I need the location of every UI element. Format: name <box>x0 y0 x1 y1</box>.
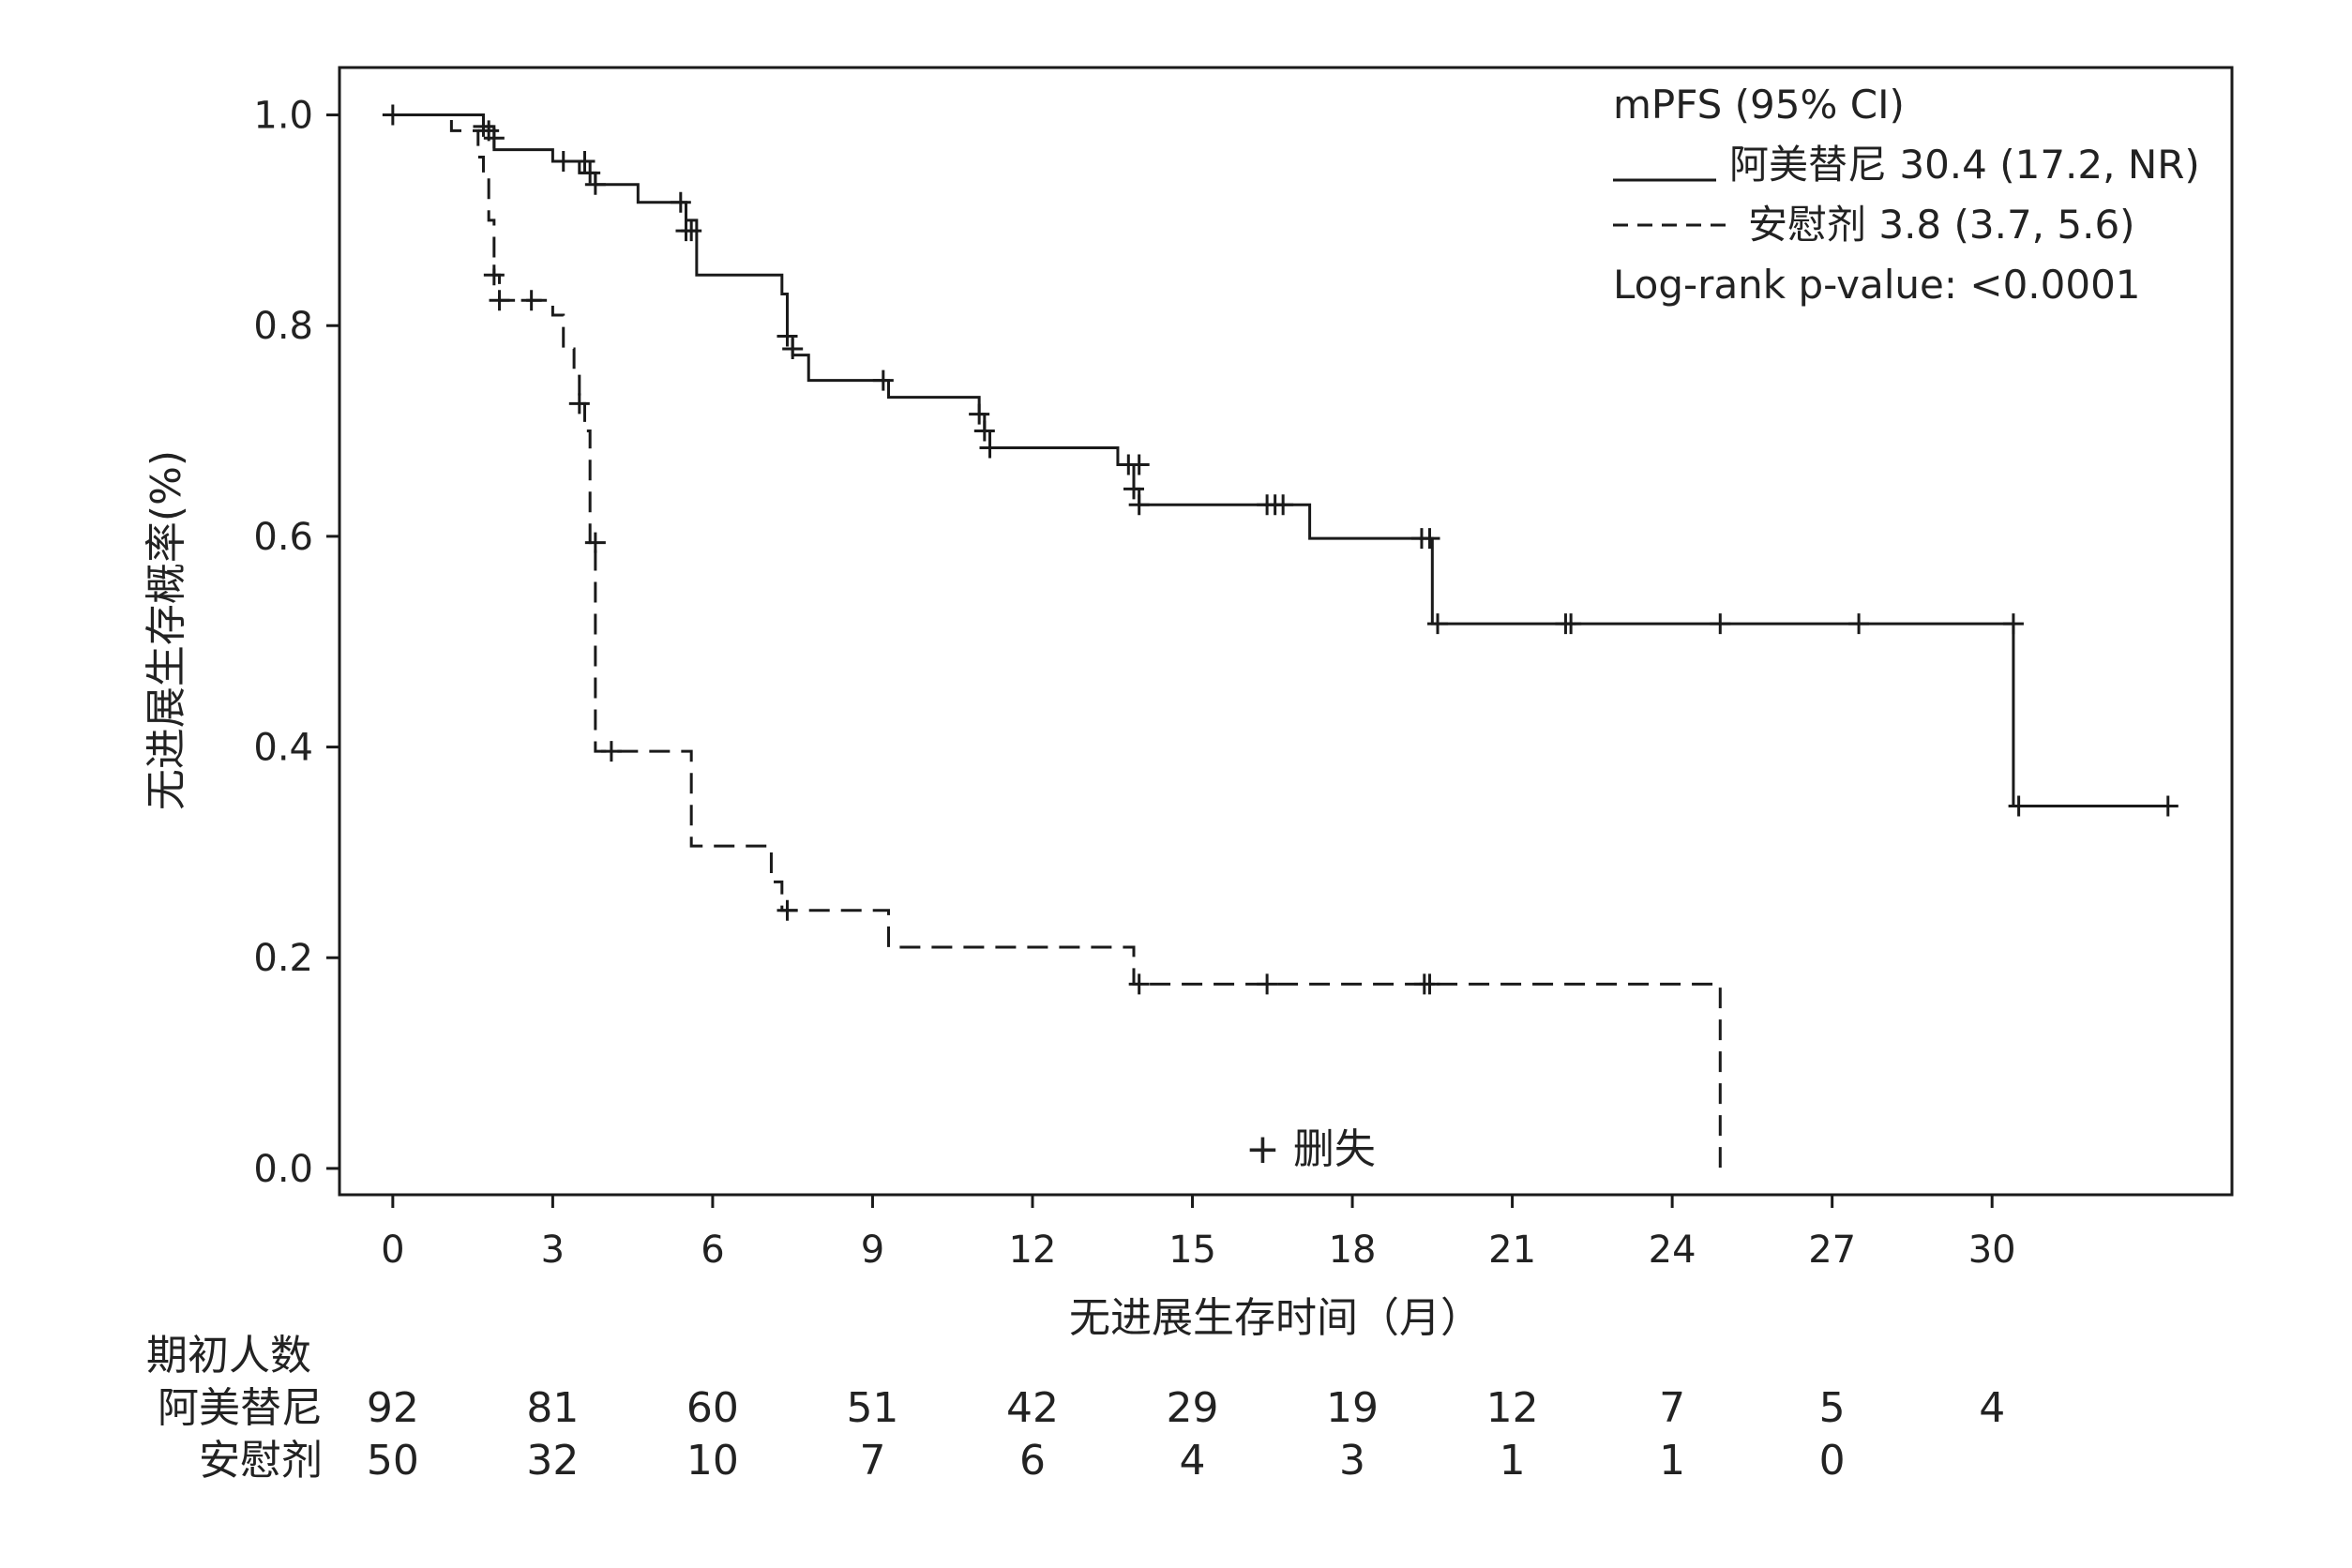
risk-count: 7 <box>1659 1384 1685 1432</box>
risk-count: 60 <box>686 1384 739 1432</box>
risk-count: 1 <box>1659 1437 1685 1485</box>
censor-mark <box>1427 613 1449 635</box>
censor-mark <box>1273 494 1294 516</box>
y-axis-title: 无进展生存概率(%) <box>143 450 190 810</box>
censor-mark <box>520 290 542 311</box>
censor-mark <box>872 369 894 391</box>
x-tick-label: 6 <box>701 1229 724 1272</box>
x-tick-label: 21 <box>1488 1229 1536 1272</box>
censor-mark <box>552 150 574 172</box>
legend-stat: Log-rank p-value: <0.0001 <box>1613 262 2141 308</box>
legend: mPFS (95% CI) 阿美替尼 30.4 (17.2, NR) 安慰剂 3… <box>1613 82 2200 308</box>
censor-mark <box>600 741 622 762</box>
risk-count: 0 <box>1819 1437 1846 1485</box>
risk-count: 81 <box>526 1384 579 1432</box>
y-axis: 0.0 0.2 0.4 0.6 0.8 1.0 <box>253 95 339 1191</box>
legend-series-2: 安慰剂 3.8 (3.7, 5.6) <box>1748 202 2135 248</box>
censor-mark <box>1123 478 1144 500</box>
censor-mark <box>670 191 691 213</box>
risk-count: 10 <box>686 1437 739 1485</box>
x-tick-label: 9 <box>861 1229 884 1272</box>
x-axis: 0 3 6 9 12 15 18 21 24 27 30 <box>381 1195 2016 1272</box>
y-tick-label: 1.0 <box>253 95 313 138</box>
x-tick-label: 3 <box>541 1229 565 1272</box>
censor-mark <box>574 150 596 172</box>
x-tick-label: 15 <box>1168 1229 1216 1272</box>
risk-count: 92 <box>367 1384 419 1432</box>
censor-mark <box>1419 973 1440 995</box>
risk-count: 19 <box>1326 1384 1379 1432</box>
risk-count: 12 <box>1486 1384 1539 1432</box>
x-tick-label: 12 <box>1009 1229 1057 1272</box>
censor-mark <box>681 220 702 242</box>
censor-mark <box>1848 613 1870 635</box>
risk-table: 期初人数 阿美替尼 安慰剂 92 81 60 51 42 29 19 12 7 5 4 50 32 10… <box>146 1332 2005 1485</box>
censor-mark <box>568 393 590 415</box>
risk-count: 42 <box>1006 1384 1059 1432</box>
risk-count: 32 <box>526 1437 579 1485</box>
censor-mark <box>979 437 1001 459</box>
censor-mark <box>478 120 500 142</box>
censor-mark <box>776 325 798 347</box>
risk-count: 1 <box>1500 1437 1526 1485</box>
risk-table-title: 期初人数 <box>146 1332 311 1380</box>
risk-count: 7 <box>859 1437 885 1485</box>
legend-series-1: 阿美替尼 30.4 (17.2, NR) <box>1729 142 2200 188</box>
risk-count: 3 <box>1339 1437 1365 1485</box>
censor-mark <box>584 173 606 195</box>
censor-mark <box>1257 973 1278 995</box>
risk-count: 29 <box>1167 1384 1219 1432</box>
risk-count: 4 <box>1979 1384 2005 1432</box>
x-tick-label: 30 <box>1968 1229 2016 1272</box>
x-tick-label: 27 <box>1808 1229 1856 1272</box>
legend-title: mPFS (95% CI) <box>1613 82 1905 128</box>
censor-mark <box>1128 494 1150 516</box>
y-tick-label: 0.4 <box>253 727 313 770</box>
risk-count: 5 <box>1819 1384 1846 1432</box>
risk-count: 6 <box>1019 1437 1046 1485</box>
x-tick-label: 0 <box>381 1229 404 1272</box>
censor-mark <box>2008 795 2029 817</box>
censor-mark <box>580 162 601 184</box>
x-tick-label: 24 <box>1649 1229 1696 1272</box>
risk-row-label-2: 安慰剂 <box>199 1437 323 1485</box>
censor-mark <box>782 338 804 359</box>
risk-row-1: 92 81 60 51 42 29 19 12 7 5 4 <box>367 1384 2005 1432</box>
plot-frame <box>338 66 2234 1197</box>
censor-mark <box>1710 613 1731 635</box>
censor-layer <box>382 104 2179 995</box>
censor-mark <box>1128 454 1150 475</box>
censor-mark <box>1419 528 1440 550</box>
censor-mark <box>776 899 798 921</box>
risk-count: 51 <box>846 1384 898 1432</box>
x-axis-title: 无进展生存时间（月） <box>1069 1294 1482 1342</box>
risk-row-2: 50 32 10 7 6 4 3 1 1 0 <box>367 1437 1846 1485</box>
y-tick-label: 0.8 <box>253 305 313 348</box>
censor-mark <box>2002 613 2024 635</box>
censor-mark <box>483 264 505 286</box>
x-tick-label: 18 <box>1329 1229 1377 1272</box>
y-tick-label: 0.2 <box>253 937 313 980</box>
risk-count: 4 <box>1180 1437 1206 1485</box>
km-curve-series-2 <box>392 113 1722 1168</box>
censor-note: + 删失 <box>1245 1125 1376 1173</box>
censor-mark <box>584 532 606 553</box>
censor-mark <box>1128 973 1150 995</box>
y-tick-label: 0.0 <box>253 1148 313 1191</box>
risk-count: 50 <box>367 1437 419 1485</box>
censor-mark <box>969 403 990 425</box>
risk-row-label-1: 阿美替尼 <box>158 1384 323 1432</box>
censor-mark <box>2157 795 2179 817</box>
censor-mark <box>382 104 403 126</box>
censor-mark <box>489 290 510 311</box>
censor-mark <box>1560 613 1582 635</box>
y-tick-label: 0.6 <box>253 516 313 559</box>
censor-mark <box>473 115 494 137</box>
censor-mark <box>973 420 995 442</box>
